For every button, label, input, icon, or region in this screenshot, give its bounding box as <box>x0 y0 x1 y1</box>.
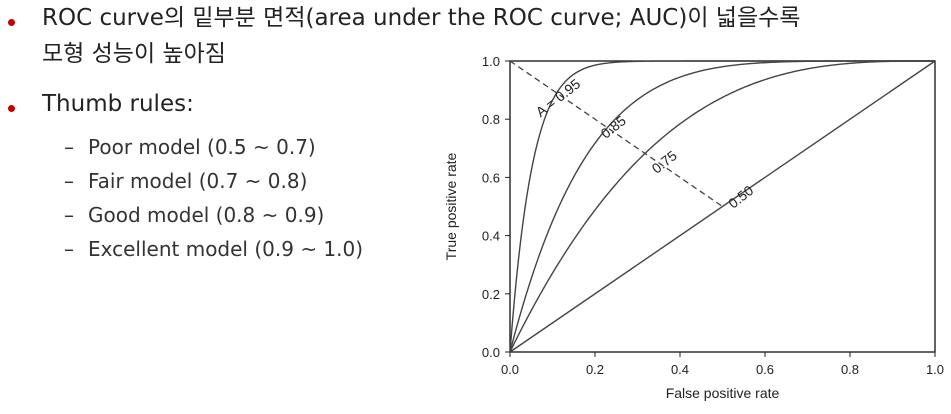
curve-label-2: 0.75 <box>649 147 680 177</box>
x-tick-label: 0.0 <box>501 362 519 377</box>
rule-good: – Good model (0.8 ~ 0.9) <box>64 198 363 232</box>
y-axis-title: True positive rate <box>443 152 459 260</box>
bullet-thumb-rules-text: Thumb rules: <box>42 91 194 117</box>
curve-label-1: 0.85 <box>598 112 629 142</box>
roc-curve-1 <box>509 60 935 353</box>
rule-fair-text: Fair model (0.7 ~ 0.8) <box>88 169 308 193</box>
y-tick-label: 0.2 <box>482 287 500 302</box>
dash-icon: – <box>64 203 74 227</box>
rule-fair: – Fair model (0.7 ~ 0.8) <box>64 164 363 198</box>
bullet-auc-line-1: ROC curve의 밑부분 면적(area under the ROC cur… <box>42 5 801 31</box>
dash-icon: – <box>64 135 74 159</box>
rule-excellent-text: Excellent model (0.9 ~ 1.0) <box>88 237 364 261</box>
x-tick-label: 0.6 <box>756 362 774 377</box>
dash-icon: – <box>64 237 74 261</box>
roc-curve-2 <box>509 60 935 353</box>
x-tick-label: 0.4 <box>671 362 689 377</box>
y-tick-label: 0.6 <box>482 170 500 185</box>
rule-poor-text: Poor model (0.5 ~ 0.7) <box>88 135 316 159</box>
thumb-rules-list: – Poor model (0.5 ~ 0.7) – Fair model (0.7… <box>64 130 363 266</box>
bullet-auc-text: ROC curve의 밑부분 면적(area under the ROC cur… <box>42 0 800 72</box>
rule-poor: – Poor model (0.5 ~ 0.7) <box>64 130 363 164</box>
curve-label-0: A = 0.95 <box>533 75 584 120</box>
bullet-dot-icon <box>8 19 15 26</box>
x-axis-title: False positive rate <box>666 385 780 401</box>
y-tick-label: 0.4 <box>482 229 500 244</box>
roc-curve-3 <box>509 60 936 353</box>
y-tick-label: 0.0 <box>482 345 500 360</box>
plot-area: 0.0 0.2 0.4 0.6 0.8 1.0 0.0 0.2 0.4 0.6 0.8 1.0 Fals… <box>443 54 944 401</box>
rule-excellent: – Excellent model (0.9 ~ 1.0) <box>64 232 363 266</box>
dash-icon: – <box>64 169 74 193</box>
x-tick-label: 0.2 <box>586 362 604 377</box>
x-tick-label: 1.0 <box>926 362 944 377</box>
bullet-dot-icon <box>8 105 15 112</box>
rule-good-text: Good model (0.8 ~ 0.9) <box>88 203 325 227</box>
y-tick-label: 1.0 <box>482 54 500 69</box>
reference-line <box>509 60 723 208</box>
x-tick-label: 0.8 <box>841 362 859 377</box>
roc-chart: 0.0 0.2 0.4 0.6 0.8 1.0 0.0 0.2 0.4 0.6 0.8 1.0 Fals… <box>443 54 944 401</box>
y-tick-label: 0.8 <box>482 112 500 127</box>
bullet-auc-line-2: 모형 성능이 높아짐 <box>42 41 226 67</box>
